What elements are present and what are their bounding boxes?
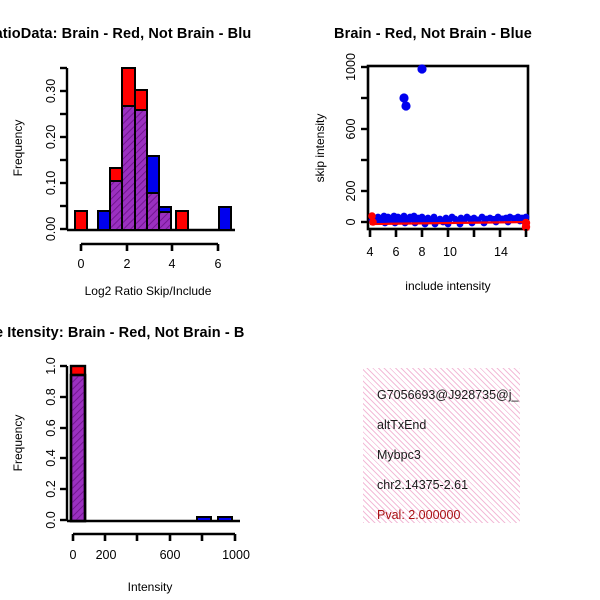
int-y-tick-10: 1.0 (44, 357, 58, 374)
int-x-tick-1000: 1000 (222, 548, 250, 562)
int-x-tick-600: 600 (160, 548, 181, 562)
int-y-tick-04: 0.4 (44, 449, 58, 466)
ratio-x-tick-4: 4 (169, 257, 176, 271)
scatter-x-tick-6: 6 (393, 245, 400, 259)
scatter-y-tick-600: 600 (344, 119, 358, 140)
ratio-y-tick-0: 0.00 (44, 217, 58, 241)
scatter-red-trend-line (369, 220, 528, 226)
scatter-x-tick-14: 14 (494, 245, 508, 259)
intensity-hist-xlabel: Intensity (128, 580, 173, 594)
intensity-hist-title: ne Itensity: Brain - Red, Not Brain - B (0, 325, 245, 341)
annotation-box: G7056693@J928735@j_ altTxEnd Mybpc3 chr2… (363, 368, 520, 523)
annotation-locus: chr2.14375-2.61 (377, 478, 469, 492)
int-y-tick-00: 0.0 (44, 511, 58, 528)
int-x-tick-200: 200 (96, 548, 117, 562)
intensity-hist-bars (69, 364, 233, 523)
scatter-red-points (368, 212, 531, 232)
int-y-tick-06: 0.6 (44, 419, 58, 436)
scatter-y-axis: 0 200 600 1000 (344, 53, 368, 225)
scatter-x-tick-4: 4 (367, 245, 374, 259)
ratio-hist-x-axis: 0 2 4 6 (78, 242, 222, 271)
annotation-event-type: altTxEnd (377, 418, 427, 432)
scatter-ylabel: skip intensity (313, 114, 327, 183)
scatter-panel: 0 200 600 1000 skip intensity (300, 48, 600, 303)
scatter-y-tick-0: 0 (344, 218, 358, 225)
ratio-x-tick-6: 6 (215, 257, 222, 271)
int-y-tick-02: 0.2 (44, 480, 58, 497)
annotation-gene-name: Mybpc3 (377, 448, 421, 462)
ratio-hist-ylabel: Frequency (11, 120, 25, 177)
annotation-event-id: G7056693@J928735@j_ (377, 388, 519, 402)
intensity-hist-y-axis: 0.0 0.2 0.4 0.6 0.8 1.0 (44, 357, 69, 529)
annotation-box-hatch-background (363, 368, 520, 523)
scatter-y-tick-200: 200 (344, 181, 358, 202)
ratio-y-tick-2: 0.20 (44, 125, 58, 149)
int-y-tick-08: 0.8 (44, 388, 58, 405)
scatter-blue-trend-line (369, 214, 528, 224)
ratio-hist-y-axis: 0.00 0.10 0.20 0.30 (44, 66, 69, 241)
ratio-y-tick-1: 0.10 (44, 171, 58, 195)
int-x-tick-0: 0 (70, 548, 77, 562)
ratio-x-tick-2: 2 (124, 257, 131, 271)
ratio-hist-panel: 0.00 0.10 0.20 0.30 Frequency (0, 48, 300, 303)
scatter-x-tick-8: 8 (419, 245, 426, 259)
scatter-xlabel: include intensity (405, 279, 490, 293)
ratio-hist-title: RatioData: Brain - Red, Not Brain - Blu (0, 26, 252, 42)
scatter-frame (366, 64, 530, 231)
intensity-hist-svg: 0.0 0.2 0.4 0.6 0.8 1.0 Frequency 0 200 … (11, 357, 250, 594)
annotation-pval: Pval: 2.000000 (377, 508, 461, 522)
annotation-box-text: G7056693@J928735@j_ altTxEnd Mybpc3 chr2… (363, 368, 520, 523)
ratio-hist-xlabel: Log2 Ratio Skip/Include (85, 284, 212, 298)
intensity-hist-x-axis: 0 200 600 1000 (70, 532, 250, 562)
ratio-hist-bars (74, 67, 232, 231)
scatter-y-tick-1000: 1000 (344, 53, 358, 81)
scatter-svg: 0 200 600 1000 skip intensity (313, 53, 531, 293)
ratio-y-tick-3: 0.30 (44, 79, 58, 103)
scatter-title: Brain - Red, Not Brain - Blue (334, 26, 532, 42)
ratio-hist-svg: 0.00 0.10 0.20 0.30 Frequency (11, 66, 235, 298)
intensity-hist-ylabel: Frequency (11, 415, 25, 472)
scatter-blue-outliers (399, 64, 427, 111)
scatter-x-tick-10: 10 (443, 245, 457, 259)
intensity-hist-panel: 0.0 0.2 0.4 0.6 0.8 1.0 Frequency 0 200 … (0, 348, 300, 600)
ratio-x-tick-0: 0 (78, 257, 85, 271)
scatter-x-axis: 4 6 8 10 14 (367, 229, 528, 259)
